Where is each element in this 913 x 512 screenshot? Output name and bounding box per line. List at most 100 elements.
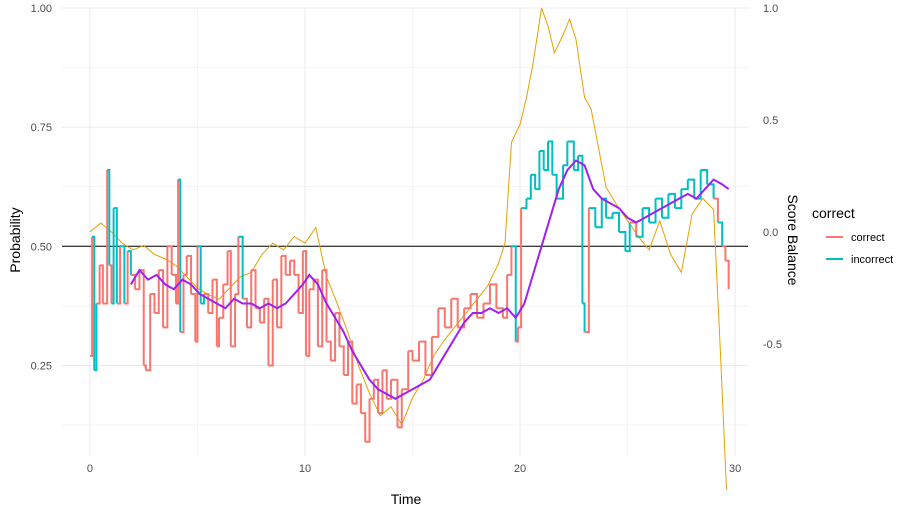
probability-step-correct bbox=[507, 246, 513, 276]
probability-step-incorrect bbox=[582, 302, 586, 333]
y2-tick-labels: -0.5 0.0 0.5 1.0 bbox=[763, 3, 782, 351]
x-tick-label: 10 bbox=[299, 463, 311, 475]
probability-step-correct bbox=[135, 270, 141, 291]
probability-step-correct bbox=[102, 170, 109, 305]
probability-step-correct bbox=[145, 293, 152, 372]
probability-step-correct bbox=[230, 293, 237, 348]
probability-step-correct bbox=[365, 398, 371, 443]
probability-step-correct bbox=[183, 255, 188, 276]
probability-step-correct bbox=[335, 312, 341, 347]
probability-step-incorrect bbox=[107, 169, 111, 266]
probability-step-incorrect bbox=[238, 235, 244, 299]
probability-step-incorrect bbox=[521, 198, 528, 210]
probability-step-correct bbox=[330, 313, 337, 362]
x-axis-title: Time bbox=[391, 491, 422, 507]
probability-step-correct bbox=[268, 279, 274, 367]
probability-step-correct bbox=[171, 273, 177, 304]
probability-step-correct bbox=[386, 379, 393, 400]
x-tick-labels: 0 10 20 30 bbox=[87, 463, 741, 475]
legend-label-incorrect: incorrect bbox=[851, 254, 893, 266]
probability-step-incorrect bbox=[567, 140, 575, 171]
probability-step-correct bbox=[289, 259, 296, 275]
probability-step-incorrect bbox=[681, 179, 689, 191]
probability-step-correct bbox=[216, 317, 220, 348]
probability-step-correct bbox=[251, 269, 257, 309]
y-axis-title: Probability bbox=[7, 207, 23, 272]
probability-step-correct bbox=[281, 254, 287, 275]
probability-step-correct bbox=[285, 260, 291, 276]
probability-step-correct bbox=[302, 250, 308, 356]
probability-step-correct bbox=[451, 297, 459, 328]
probability-step-correct bbox=[186, 254, 193, 294]
probability-step-correct bbox=[477, 303, 485, 319]
probability-step-correct bbox=[725, 259, 730, 290]
probability-step-incorrect bbox=[578, 154, 584, 304]
probability-step-correct bbox=[418, 340, 427, 375]
probability-step-incorrect bbox=[636, 208, 644, 238]
probability-step-correct bbox=[343, 341, 350, 376]
probability-step-correct bbox=[348, 340, 354, 404]
probability-step-incorrect bbox=[563, 141, 569, 167]
probability-step-correct bbox=[109, 264, 113, 304]
probability-step-correct bbox=[294, 273, 300, 314]
probability-step-incorrect bbox=[625, 222, 631, 253]
probability-step-incorrect bbox=[642, 207, 651, 223]
probability-step-correct bbox=[391, 378, 399, 428]
y-tick-label: 1.00 bbox=[31, 3, 52, 15]
probability-step-correct bbox=[163, 246, 169, 329]
y-tick-label: 0.75 bbox=[31, 122, 52, 134]
score-balance-line bbox=[89, 7, 727, 490]
probability-step-correct bbox=[227, 250, 232, 347]
probability-step-incorrect bbox=[588, 207, 597, 228]
probability-step-correct bbox=[457, 308, 466, 329]
x-tick-label: 0 bbox=[87, 463, 93, 475]
probability-step-correct bbox=[397, 389, 403, 429]
probability-step-incorrect bbox=[649, 198, 657, 224]
probability-step-correct bbox=[322, 269, 328, 342]
probability-step-correct bbox=[339, 345, 345, 375]
probability-step-correct bbox=[378, 370, 384, 415]
probability-step-incorrect bbox=[543, 141, 550, 172]
probability-step-correct bbox=[272, 278, 279, 328]
probability-step-correct bbox=[255, 307, 261, 323]
probability-step-correct bbox=[502, 274, 509, 319]
probability-step-correct bbox=[150, 292, 156, 314]
probability-step-correct bbox=[246, 270, 253, 329]
probability-step-correct bbox=[158, 269, 165, 328]
y2-tick-label: 0.0 bbox=[763, 227, 778, 239]
y2-axis-title: Score Balance bbox=[785, 194, 801, 285]
probability-step-incorrect bbox=[655, 197, 663, 218]
probability-step-correct bbox=[203, 292, 210, 314]
probability-step-incorrect bbox=[526, 174, 532, 200]
probability-series bbox=[89, 140, 730, 443]
probability-step-incorrect bbox=[120, 245, 126, 304]
y2-tick-label: -0.5 bbox=[763, 339, 782, 351]
probability-step-incorrect bbox=[113, 207, 118, 304]
probability-step-correct bbox=[306, 289, 311, 357]
probability-step-incorrect bbox=[573, 155, 580, 172]
smoothed-line bbox=[129, 159, 730, 400]
probability-step-correct bbox=[277, 255, 283, 329]
score-balance-series bbox=[89, 7, 727, 490]
probability-step-incorrect bbox=[530, 173, 537, 190]
probability-step-correct bbox=[515, 327, 519, 343]
probability-step-correct bbox=[382, 369, 388, 399]
probability-step-correct bbox=[408, 350, 414, 361]
probability-step-incorrect bbox=[700, 169, 709, 185]
probability-step-correct bbox=[313, 278, 319, 347]
probability-step-correct bbox=[175, 179, 180, 305]
probability-step-incorrect bbox=[94, 303, 98, 372]
probability-step-correct bbox=[352, 384, 358, 405]
probability-step-incorrect bbox=[612, 211, 620, 232]
probability-step-correct bbox=[96, 265, 101, 305]
probability-step-incorrect bbox=[535, 150, 541, 191]
probability-step-correct bbox=[116, 246, 122, 305]
probability-step-correct bbox=[326, 340, 332, 361]
probability-step-incorrect bbox=[548, 140, 554, 175]
smoothed-series bbox=[129, 159, 730, 400]
probability-step-correct bbox=[483, 284, 491, 305]
probability-step-incorrect bbox=[127, 250, 132, 275]
probability-step-incorrect bbox=[674, 189, 683, 210]
probability-step-correct bbox=[496, 307, 504, 318]
probability-step-correct bbox=[235, 236, 240, 295]
